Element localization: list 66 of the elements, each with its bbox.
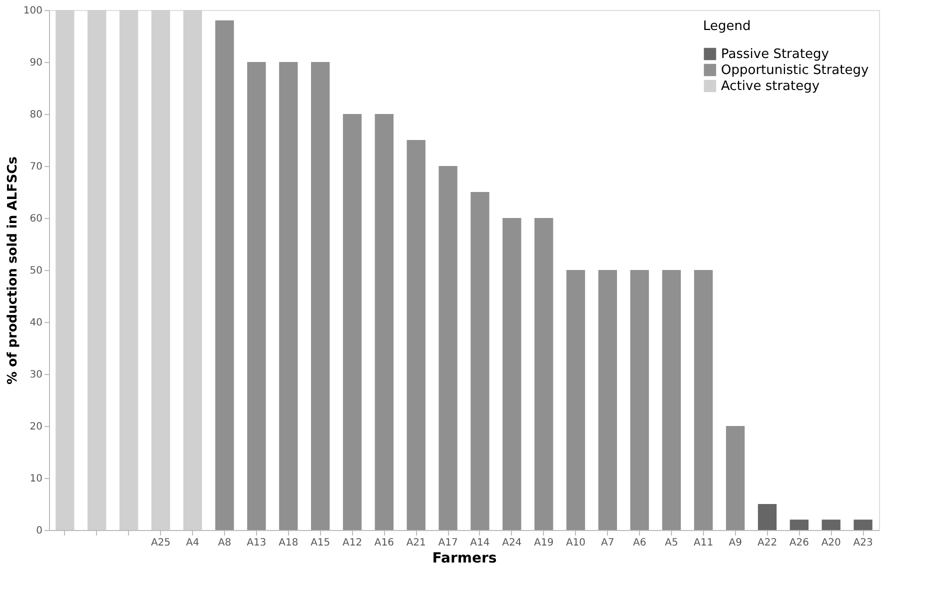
x-tick-label: A19 xyxy=(534,538,554,548)
x-tick-label: A6 xyxy=(632,538,646,548)
bar xyxy=(822,520,840,530)
bar xyxy=(694,270,713,530)
x-tick-label: A12 xyxy=(342,538,362,548)
legend-title: Legend xyxy=(703,19,751,34)
x-tick-label: A10 xyxy=(566,538,586,548)
y-tick-label: 10 xyxy=(30,474,42,484)
bar xyxy=(183,10,202,530)
legend-label: Passive Strategy xyxy=(721,47,830,62)
y-tick-label: 60 xyxy=(30,214,42,224)
bar xyxy=(56,10,74,530)
y-axis-title: % of production sold in ALFSCs xyxy=(5,156,20,385)
x-tick-label: A20 xyxy=(821,538,841,548)
y-tick-label: 90 xyxy=(30,58,42,68)
y-tick-label: 20 xyxy=(30,422,42,432)
bar xyxy=(119,10,138,530)
bar xyxy=(662,270,681,530)
x-tick-label: A24 xyxy=(502,538,522,548)
bar xyxy=(438,166,458,530)
bar xyxy=(279,62,298,530)
y-tick-label: 0 xyxy=(36,526,42,536)
legend-label: Active strategy xyxy=(721,79,820,94)
bar xyxy=(598,270,617,530)
bar xyxy=(630,270,649,530)
y-tick-label: 40 xyxy=(30,318,42,328)
legend-label: Opportunistic Strategy xyxy=(721,63,869,78)
x-tick-label: A21 xyxy=(406,538,426,548)
bar xyxy=(470,192,490,530)
x-tick-label: A26 xyxy=(789,538,809,548)
bar xyxy=(790,520,809,530)
x-tick-label: A22 xyxy=(757,538,778,548)
bar xyxy=(566,270,586,530)
bar xyxy=(758,504,777,530)
x-tick-label: A17 xyxy=(438,538,458,548)
bar xyxy=(406,140,426,530)
y-tick-label: 80 xyxy=(30,110,42,120)
y-tick-label: 50 xyxy=(30,266,42,276)
x-tick-label: A15 xyxy=(310,538,330,548)
x-tick-label: A25 xyxy=(150,538,171,548)
x-tick-label: A13 xyxy=(246,538,266,548)
bar xyxy=(502,218,522,530)
bar xyxy=(311,62,330,530)
bar xyxy=(854,520,872,530)
x-tick-label: A4 xyxy=(186,538,200,548)
x-tick-label: A18 xyxy=(278,538,298,548)
bar xyxy=(247,62,266,530)
x-tick-label: A9 xyxy=(728,538,742,548)
x-tick-label: A14 xyxy=(470,538,490,548)
x-axis-title: Farmers xyxy=(432,550,497,566)
bar xyxy=(374,114,394,530)
x-tick-label: A7 xyxy=(601,538,614,548)
bar xyxy=(534,218,554,530)
x-tick-label: A16 xyxy=(374,538,394,548)
bar xyxy=(151,10,170,530)
y-tick-label: 70 xyxy=(30,162,42,172)
x-tick-label: A8 xyxy=(218,538,232,548)
x-tick-label: A5 xyxy=(664,538,678,548)
bar xyxy=(88,10,106,530)
y-tick-label: 100 xyxy=(23,6,42,16)
y-tick-label: 30 xyxy=(30,370,42,380)
bar xyxy=(726,426,745,530)
bar xyxy=(342,114,362,530)
bar xyxy=(215,20,234,530)
x-tick-label: A11 xyxy=(694,538,714,548)
x-tick-label: A23 xyxy=(853,538,873,548)
